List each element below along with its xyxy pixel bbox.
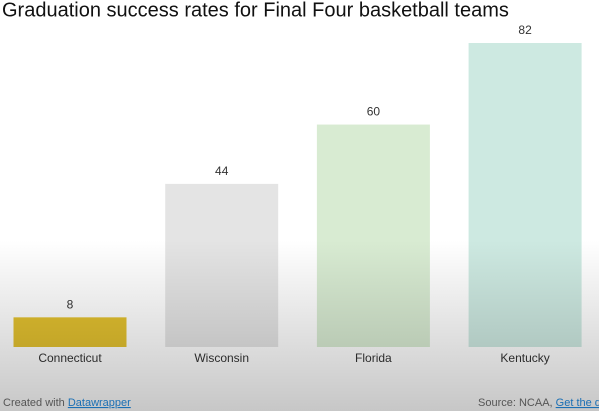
source: Source: NCAA, Get the d [478, 397, 599, 409]
value-label: 82 [518, 23, 532, 37]
value-label: 60 [367, 105, 381, 119]
chart-title: Graduation success rates for Final Four … [2, 0, 509, 21]
credit-link[interactable]: Datawrapper [68, 397, 131, 409]
credit-text: Created with [3, 397, 65, 409]
source-link[interactable]: Get the d [556, 397, 599, 409]
source-text: Source: NCAA, [478, 397, 553, 409]
credit: Created with Datawrapper [3, 397, 131, 409]
value-label: 44 [215, 164, 229, 178]
shade-overlay [0, 240, 599, 411]
